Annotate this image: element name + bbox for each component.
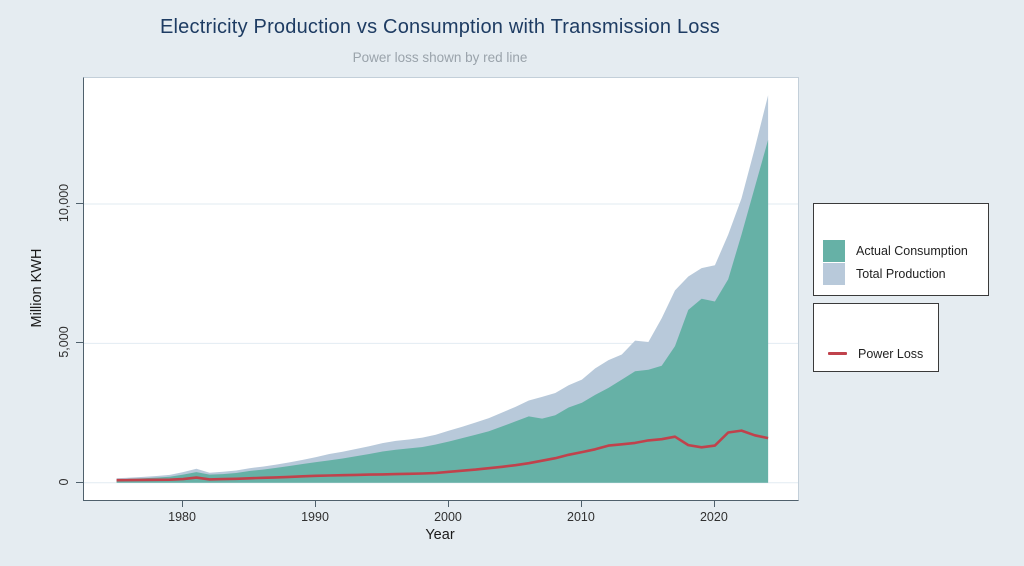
legend-entry-total-production: Total Production [823,262,988,285]
plot-area [83,77,799,501]
power-loss-line-icon [828,352,847,355]
plot-svg [84,95,798,484]
x-tick-mark [713,500,715,507]
legend-entry-actual-consumption: Actual Consumption [823,239,988,262]
x-tick-mark [182,500,184,507]
x-tick-label: 2020 [699,510,728,524]
y-tick-label: 10,000 [57,183,71,223]
consumption-swatch-icon [823,239,845,262]
x-tick-label: 1990 [301,510,329,524]
legend-areas-box: Actual Consumption Total Production [813,203,989,296]
total-production-area [116,95,769,483]
x-tick-mark [580,500,582,507]
legend-label: Actual Consumption [856,243,968,258]
y-tick-label: 0 [57,478,71,486]
y-tick-mark [76,202,83,204]
x-tick-label: 1980 [168,510,196,524]
power-loss-line [116,429,769,482]
production-swatch-icon [823,262,845,285]
x-tick-mark [447,500,449,507]
y-tick-mark [76,342,83,344]
x-axis-title: Year [425,527,455,543]
y-tick-label: 5,000 [57,326,71,358]
y-tick-mark [76,481,83,483]
x-tick-label: 2010 [567,510,595,524]
y-axis-title: Million KWH [29,248,45,328]
x-tick-label: 2000 [434,510,462,524]
chart-subtitle: Power loss shown by red line [352,50,528,65]
legend-line-box: Power Loss [813,303,939,372]
legend-label: Total Production [856,266,946,281]
chart-title: Electricity Production vs Consumption wi… [160,16,720,38]
legend-label: Power Loss [858,346,924,361]
legend-entry-power-loss: Power Loss [828,342,938,365]
actual-consumption-area [116,139,769,483]
x-tick-mark [315,500,317,507]
